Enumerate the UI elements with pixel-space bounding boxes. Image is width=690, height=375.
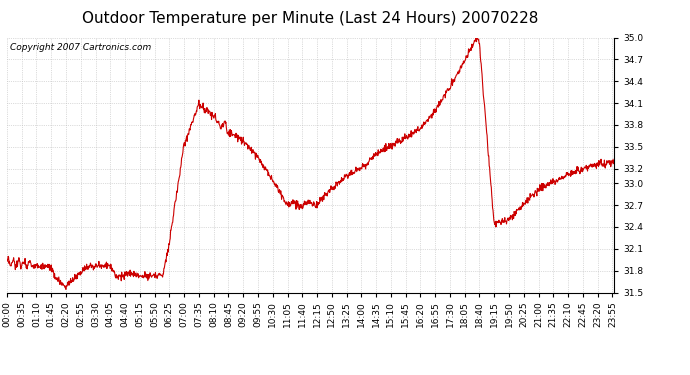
Text: Copyright 2007 Cartronics.com: Copyright 2007 Cartronics.com: [10, 43, 151, 52]
Text: Outdoor Temperature per Minute (Last 24 Hours) 20070228: Outdoor Temperature per Minute (Last 24 …: [82, 11, 539, 26]
